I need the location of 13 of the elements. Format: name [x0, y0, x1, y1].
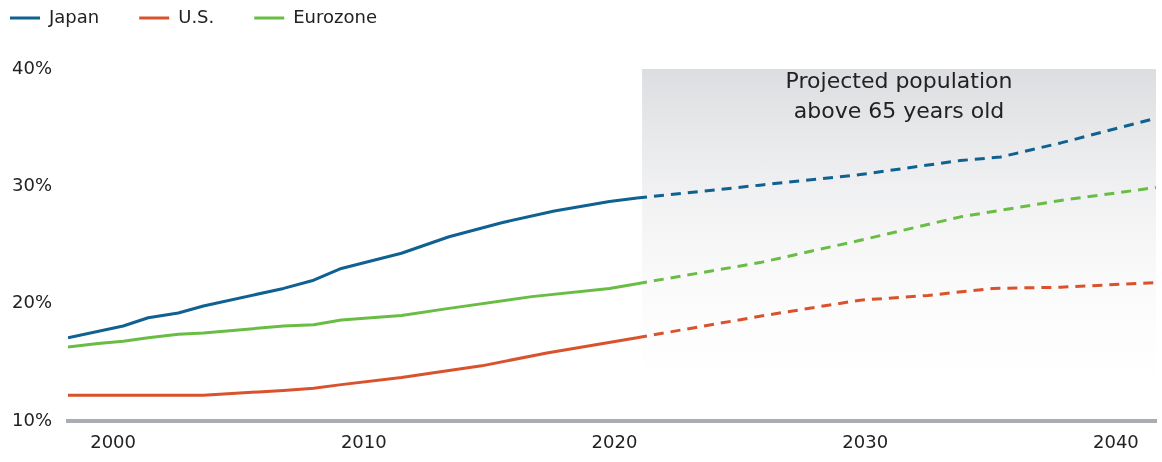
x-tick-label: 2030: [842, 431, 889, 453]
legend-label: Eurozone: [293, 5, 377, 27]
x-tick-label: 2010: [340, 431, 387, 453]
legend-label: U.S.: [178, 5, 215, 27]
y-tick-label: 20%: [11, 291, 52, 313]
x-tick-label: 2000: [90, 431, 137, 453]
y-tick-label: 30%: [11, 174, 52, 196]
y-tick-label: 10%: [11, 408, 52, 430]
band-label: Projected population above 65 years old: [785, 67, 1013, 123]
x-tick-label: 2040: [1092, 431, 1139, 453]
x-tick-label: 2020: [591, 431, 638, 453]
legend-label: Japan: [48, 5, 100, 27]
y-tick-label: 40%: [11, 56, 52, 78]
